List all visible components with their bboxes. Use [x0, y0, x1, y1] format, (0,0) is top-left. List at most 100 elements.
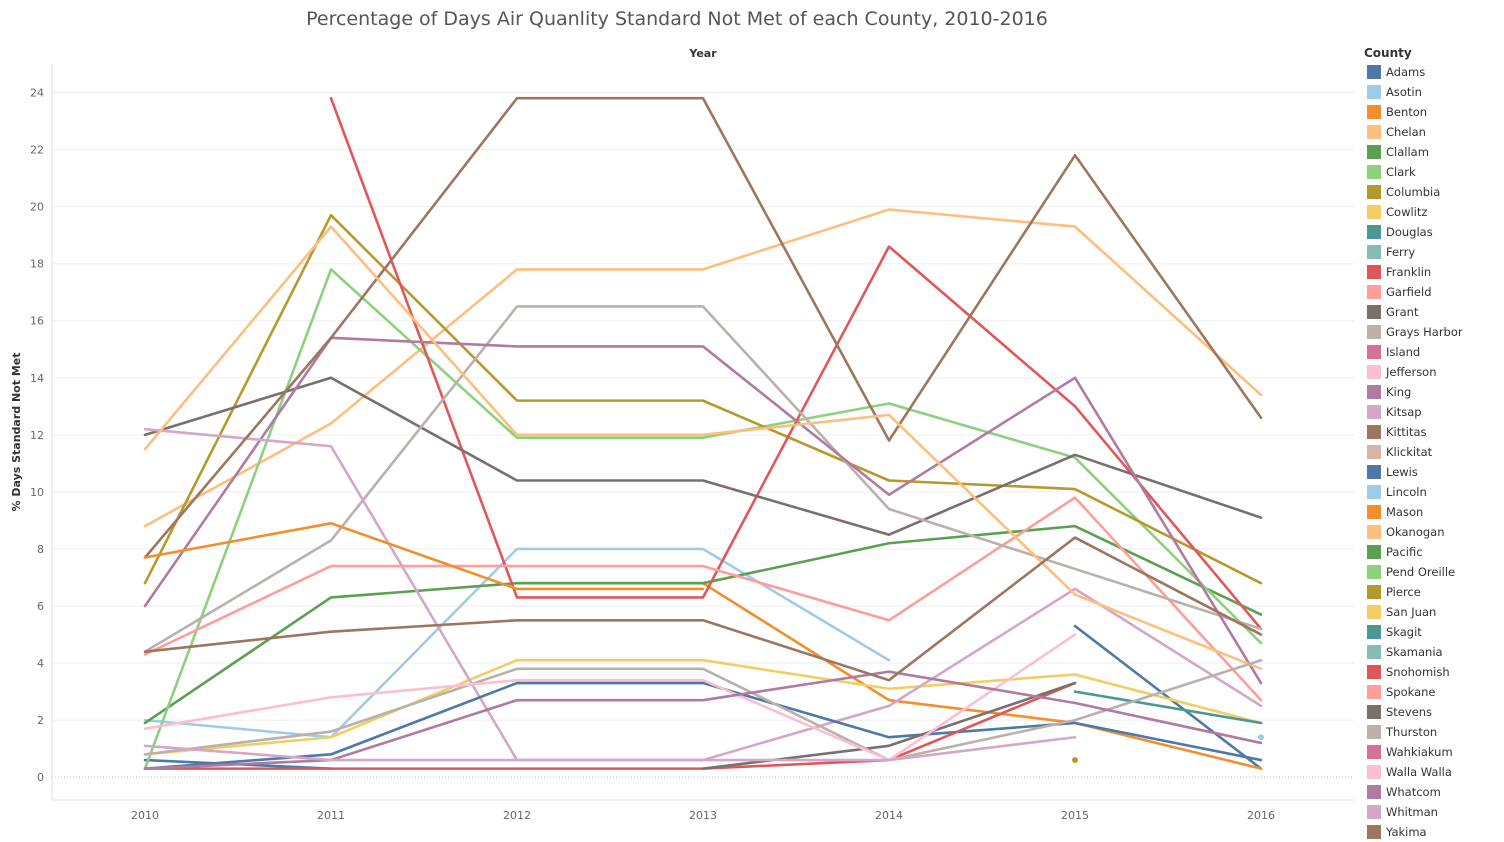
legend-label: Columbia	[1386, 185, 1441, 199]
legend-item-pend-oreille[interactable]: Pend Oreille	[1364, 562, 1502, 582]
legend-swatch	[1367, 665, 1381, 679]
y-tick-label: 24	[30, 87, 44, 100]
legend-item-mason[interactable]: Mason	[1364, 502, 1502, 522]
legend-item-whatcom[interactable]: Whatcom	[1364, 782, 1502, 802]
legend-item-columbia[interactable]: Columbia	[1364, 182, 1502, 202]
legend-swatch	[1367, 605, 1381, 619]
legend-item-jefferson[interactable]: Jefferson	[1364, 362, 1502, 382]
legend-item-spokane[interactable]: Spokane	[1364, 682, 1502, 702]
legend-swatch	[1367, 725, 1381, 739]
legend-label: Skamania	[1386, 645, 1443, 659]
legend-item-asotin[interactable]: Asotin	[1364, 82, 1502, 102]
legend-swatch	[1367, 85, 1381, 99]
legend-label: Island	[1386, 345, 1421, 359]
legend-item-pacific[interactable]: Pacific	[1364, 542, 1502, 562]
line-garfield	[143, 496, 1263, 702]
y-tick-label: 12	[30, 429, 44, 442]
legend-swatch	[1367, 285, 1381, 299]
legend-item-franklin[interactable]: Franklin	[1364, 262, 1502, 282]
legend-item-okanogan[interactable]: Okanogan	[1364, 522, 1502, 542]
legend-item-king[interactable]: King	[1364, 382, 1502, 402]
legend-item-snohomish[interactable]: Snohomish	[1364, 662, 1502, 682]
y-tick-label: 14	[30, 372, 44, 385]
legend-swatch	[1367, 305, 1381, 319]
legend-label: Whatcom	[1386, 785, 1441, 799]
legend-swatch	[1367, 145, 1381, 159]
legend-label: Adams	[1386, 65, 1426, 79]
legend-label: Jefferson	[1386, 365, 1437, 379]
legend-item-adams[interactable]: Adams	[1364, 62, 1502, 82]
legend-swatch	[1367, 225, 1381, 239]
y-tick-label: 20	[30, 201, 44, 214]
legend-label: Benton	[1386, 105, 1428, 119]
line-grant	[143, 376, 1263, 536]
legend-item-kitsap[interactable]: Kitsap	[1364, 402, 1502, 422]
legend-item-douglas[interactable]: Douglas	[1364, 222, 1502, 242]
legend-item-skamania[interactable]: Skamania	[1364, 642, 1502, 662]
legend-item-grant[interactable]: Grant	[1364, 302, 1502, 322]
x-tick-label: 2013	[689, 809, 717, 822]
legend-item-thurston[interactable]: Thurston	[1364, 722, 1502, 742]
legend: County Adams Asotin Benton Chelan Clallam Cla…	[1364, 46, 1502, 842]
legend-item-lincoln[interactable]: Lincoln	[1364, 482, 1502, 502]
legend-label: Wahkiakum	[1386, 745, 1453, 759]
y-tick-label: 22	[30, 144, 44, 157]
legend-label: Franklin	[1386, 265, 1432, 279]
legend-item-chelan[interactable]: Chelan	[1364, 122, 1502, 142]
legend-swatch	[1367, 445, 1381, 459]
line-okanogan	[143, 225, 1263, 671]
line-kitsap	[143, 427, 1263, 762]
legend-item-klickitat[interactable]: Klickitat	[1364, 442, 1502, 462]
legend-swatch	[1367, 505, 1381, 519]
legend-item-clallam[interactable]: Clallam	[1364, 142, 1502, 162]
legend-item-skagit[interactable]: Skagit	[1364, 622, 1502, 642]
line-asotin	[143, 547, 891, 739]
x-axis-title: Year	[688, 47, 717, 60]
legend-item-whitman[interactable]: Whitman	[1364, 802, 1502, 822]
legend-item-kittitas[interactable]: Kittitas	[1364, 422, 1502, 442]
legend-label: Spokane	[1386, 685, 1436, 699]
legend-swatch	[1367, 705, 1381, 719]
legend-label: Thurston	[1386, 725, 1438, 739]
line-snohomish	[143, 681, 1077, 770]
legend-item-benton[interactable]: Benton	[1364, 102, 1502, 122]
legend-item-cowlitz[interactable]: Cowlitz	[1364, 202, 1502, 222]
legend-item-clark[interactable]: Clark	[1364, 162, 1502, 182]
legend-label: Whitman	[1386, 805, 1438, 819]
x-tick-label: 2011	[317, 809, 345, 822]
x-tick-label: 2012	[503, 809, 531, 822]
legend-item-island[interactable]: Island	[1364, 342, 1502, 362]
legend-label: Ferry	[1386, 245, 1416, 259]
legend-item-wahkiakum[interactable]: Wahkiakum	[1364, 742, 1502, 762]
legend-swatch	[1367, 65, 1381, 79]
x-tick-label: 2016	[1247, 809, 1275, 822]
legend-title: County	[1364, 46, 1412, 60]
legend-item-garfield[interactable]: Garfield	[1364, 282, 1502, 302]
legend-label: Grant	[1386, 305, 1419, 319]
legend-item-grays-harbor[interactable]: Grays Harbor	[1364, 322, 1502, 342]
grid-lines	[52, 92, 1354, 778]
line-clark	[143, 268, 1263, 770]
line-whitman	[143, 735, 1077, 762]
line-walla-walla	[143, 633, 1077, 762]
legend-item-san-juan[interactable]: San Juan	[1364, 602, 1502, 622]
legend-label: Chelan	[1386, 125, 1426, 139]
legend-label: Clallam	[1386, 145, 1429, 159]
legend-item-walla-walla[interactable]: Walla Walla	[1364, 762, 1502, 782]
y-tick-label: 10	[30, 486, 44, 499]
legend-swatch	[1367, 765, 1381, 779]
line-adams	[1073, 624, 1263, 770]
legend-item-stevens[interactable]: Stevens	[1364, 702, 1502, 722]
legend-swatch	[1367, 325, 1381, 339]
legend-item-ferry[interactable]: Ferry	[1364, 242, 1502, 262]
legend-swatch	[1367, 525, 1381, 539]
legend-swatch	[1367, 265, 1381, 279]
legend-label: Douglas	[1386, 225, 1433, 239]
legend-swatch	[1367, 585, 1381, 599]
legend-label: Snohomish	[1386, 665, 1450, 679]
legend-swatch	[1367, 365, 1381, 379]
legend-label: Asotin	[1386, 85, 1422, 99]
legend-item-lewis[interactable]: Lewis	[1364, 462, 1502, 482]
legend-item-yakima[interactable]: Yakima	[1364, 822, 1502, 842]
legend-item-pierce[interactable]: Pierce	[1364, 582, 1502, 602]
